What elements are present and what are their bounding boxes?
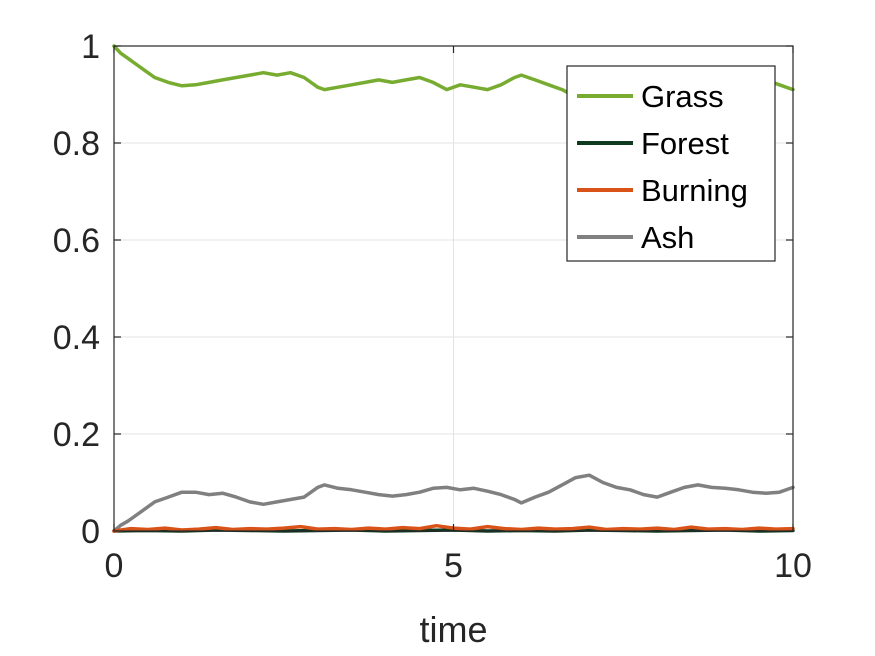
y-tick-label: 0.8 <box>53 125 100 163</box>
series-line-ash <box>112 473 795 533</box>
legend-label-forest: Forest <box>641 126 729 161</box>
legend-entries: Grass Forest Burning Ash <box>577 79 748 255</box>
legend-box <box>566 65 776 262</box>
legend-label-burning: Burning <box>641 173 748 208</box>
tick-labels: 0 5 10 0 0.2 0.4 0.6 0.8 1 <box>53 28 812 585</box>
y-tick-label: 1 <box>81 28 100 66</box>
x-tick-label: 0 <box>105 547 124 585</box>
legend-label-grass: Grass <box>641 79 724 114</box>
x-tick-label: 10 <box>774 547 812 585</box>
legend: Grass Forest Burning Ash <box>566 65 776 262</box>
x-tick-label: 5 <box>444 547 463 585</box>
legend-label-ash: Ash <box>641 220 694 255</box>
y-tick-label: 0.6 <box>53 222 100 260</box>
y-tick-label: 0.2 <box>53 416 100 454</box>
y-tick-label: 0 <box>81 513 100 551</box>
axis-ticks <box>113 45 794 532</box>
y-tick-label: 0.4 <box>53 319 100 357</box>
x-axis-title: time <box>419 609 487 650</box>
